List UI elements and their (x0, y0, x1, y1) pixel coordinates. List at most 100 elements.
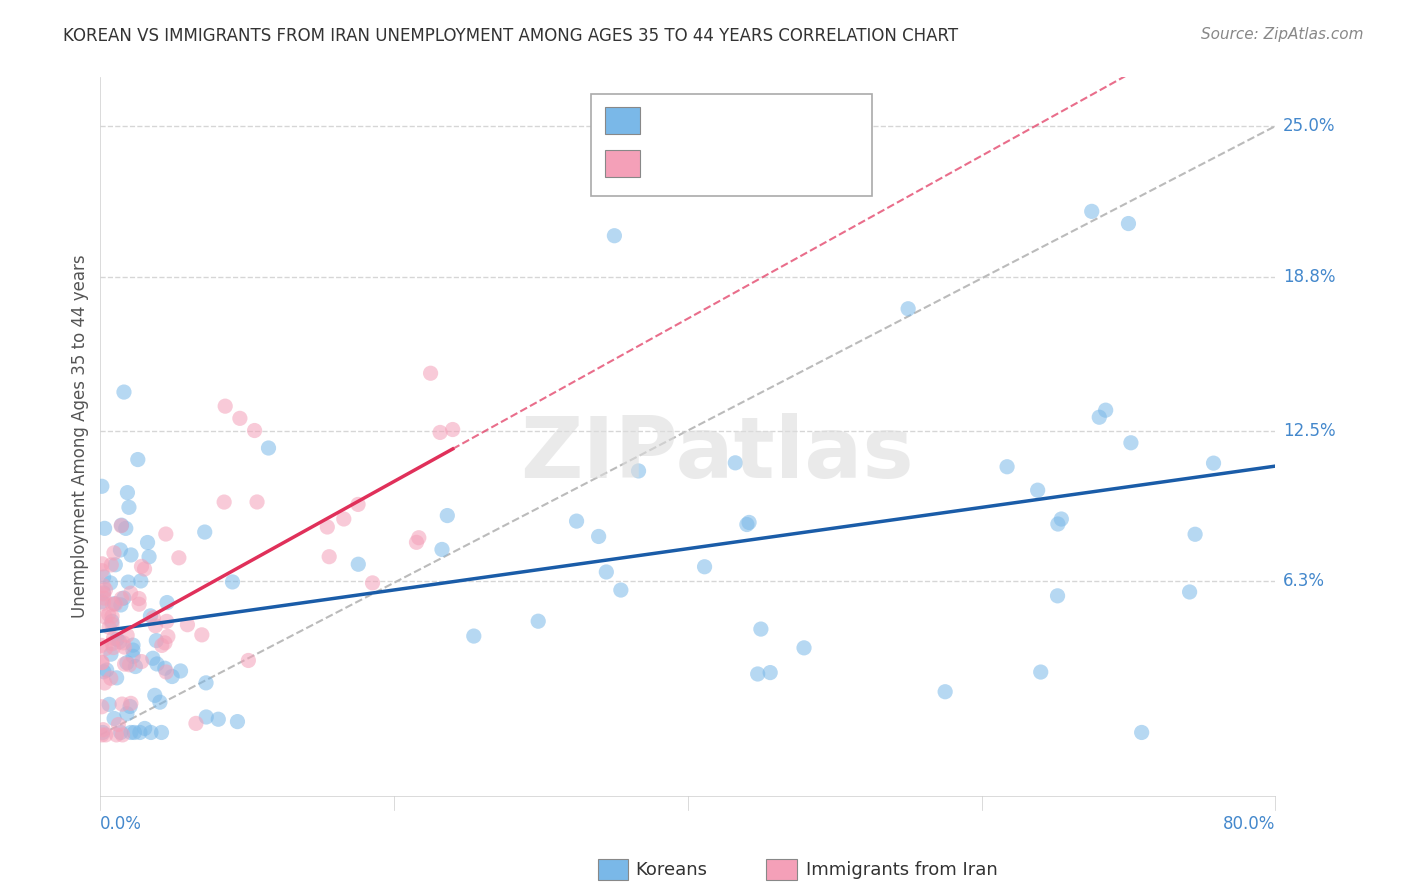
Point (105, 632, 128, 647)
Point (120, 697, 142, 711)
Point (156, 596, 179, 610)
Point (246, 495, 269, 509)
Point (114, 521, 136, 535)
Point (595, 565, 617, 579)
Point (333, 512, 356, 526)
Point (221, 574, 243, 589)
Point (1130, 725, 1153, 739)
Point (91, 723, 114, 737)
Point (176, 617, 198, 632)
Point (117, 485, 139, 500)
Point (100, 671, 122, 685)
Point (90, 479, 112, 493)
Point (257, 441, 280, 455)
Point (347, 558, 370, 572)
Point (105, 671, 128, 685)
Point (184, 716, 207, 731)
Text: 25.0%: 25.0% (1282, 117, 1336, 136)
Point (112, 636, 135, 650)
Point (90, 595, 112, 609)
Point (408, 531, 430, 545)
Point (115, 656, 138, 670)
Point (897, 301, 920, 316)
Point (136, 535, 159, 549)
Point (112, 591, 135, 605)
Point (124, 659, 146, 673)
Point (143, 689, 166, 703)
Point (212, 495, 235, 509)
Point (96, 663, 118, 677)
Point (738, 516, 761, 530)
Point (110, 518, 132, 533)
Point (100, 647, 122, 661)
Point (145, 633, 167, 648)
Point (1026, 483, 1049, 498)
Point (101, 637, 124, 651)
Point (1202, 456, 1225, 470)
Point (238, 653, 260, 667)
Point (120, 586, 142, 600)
Point (120, 548, 142, 562)
Point (318, 549, 340, 564)
Point (191, 628, 214, 642)
Point (1029, 665, 1052, 679)
Text: KOREAN VS IMMIGRANTS FROM IRAN UNEMPLOYMENT AMONG AGES 35 TO 44 YEARS CORRELATIO: KOREAN VS IMMIGRANTS FROM IRAN UNEMPLOYM… (63, 27, 959, 45)
Point (316, 520, 339, 534)
Point (527, 614, 550, 628)
Point (128, 591, 150, 606)
Point (103, 711, 125, 725)
Point (103, 597, 125, 611)
Point (167, 550, 190, 565)
Point (419, 366, 441, 380)
Point (98, 698, 121, 712)
Point (131, 655, 153, 669)
Text: 12.5%: 12.5% (1282, 422, 1336, 440)
Point (91, 725, 114, 739)
Point (115, 706, 138, 721)
Point (146, 657, 169, 671)
Point (436, 508, 458, 523)
Point (142, 611, 165, 625)
Point (441, 423, 464, 437)
Point (207, 712, 229, 726)
Point (1094, 403, 1116, 417)
Point (94, 610, 117, 624)
Point (90, 639, 112, 653)
Point (104, 558, 127, 572)
Point (735, 517, 758, 532)
Point (155, 527, 177, 541)
Text: 0.0%: 0.0% (100, 815, 142, 833)
Point (122, 643, 145, 657)
Text: Koreans: Koreans (636, 861, 707, 879)
Point (110, 591, 132, 606)
Point (1184, 527, 1206, 541)
Point (139, 608, 162, 623)
Point (1080, 204, 1102, 219)
Point (150, 639, 173, 653)
Point (103, 640, 125, 655)
Point (94, 728, 117, 742)
Point (1178, 585, 1201, 599)
Point (101, 615, 124, 629)
Point (150, 725, 173, 739)
Point (107, 717, 129, 731)
Point (243, 424, 266, 438)
Point (93, 596, 115, 610)
Point (120, 699, 142, 714)
Point (347, 497, 370, 511)
Text: R = 0.287: R = 0.287 (654, 112, 744, 129)
Point (749, 622, 772, 636)
Point (93, 676, 115, 690)
Text: R = 0.448: R = 0.448 (654, 154, 744, 172)
Point (129, 574, 152, 588)
Point (724, 456, 747, 470)
Text: Source: ZipAtlas.com: Source: ZipAtlas.com (1201, 27, 1364, 42)
Point (91, 557, 114, 571)
Point (934, 684, 956, 698)
Text: 6.3%: 6.3% (1282, 573, 1324, 591)
Point (149, 695, 172, 709)
Point (115, 628, 138, 642)
Point (110, 725, 132, 739)
Point (103, 546, 125, 560)
Point (142, 651, 165, 665)
